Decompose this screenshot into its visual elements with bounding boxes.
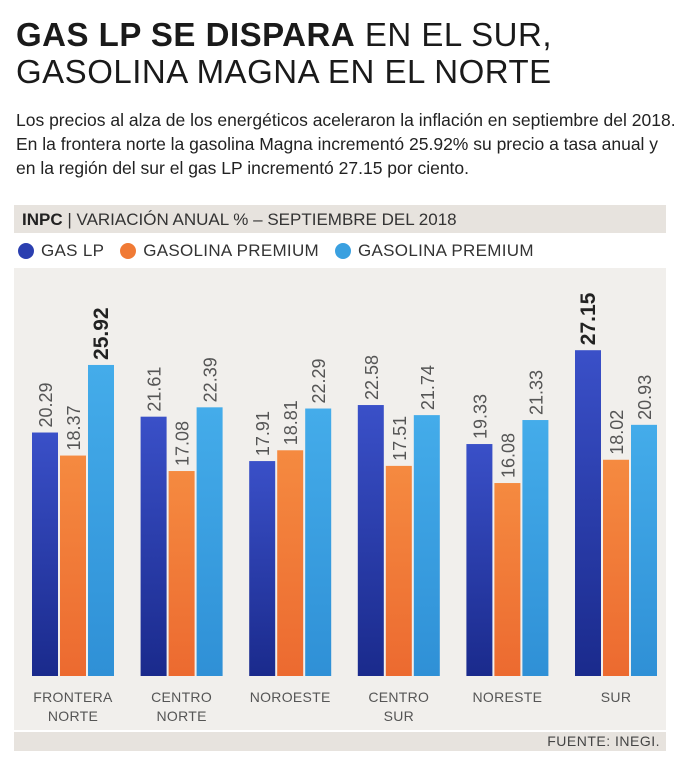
legend-item-premium-orange: GASOLINA PREMIUM bbox=[120, 241, 319, 261]
bar-2-0 bbox=[249, 461, 276, 676]
bar-3-0 bbox=[357, 405, 384, 676]
category-label-3-1: SUR bbox=[384, 708, 414, 724]
value-label-1-1: 17.08 bbox=[173, 421, 193, 466]
category-label-0-0: FRONTERA bbox=[33, 689, 113, 705]
value-label-1-2: 22.39 bbox=[201, 357, 221, 402]
category-label-5-0: SUR bbox=[601, 689, 631, 705]
bar-3-2 bbox=[413, 415, 440, 676]
bar-2-1 bbox=[277, 450, 304, 676]
bar-3-1 bbox=[385, 465, 412, 676]
subtitle-description: | VARIACIÓN ANUAL % – SEPTIEMBRE DEL 201… bbox=[62, 210, 457, 229]
value-label-0-0: 20.29 bbox=[36, 382, 56, 427]
bar-5-1 bbox=[603, 459, 629, 676]
intro-text: Los precios al alza de los energéticos a… bbox=[16, 110, 676, 178]
legend-swatch-gas-lp bbox=[18, 243, 34, 259]
category-label-4-0: NORESTE bbox=[473, 689, 543, 705]
legend-item-premium-blue: GASOLINA PREMIUM bbox=[335, 241, 534, 261]
bar-4-1 bbox=[494, 483, 521, 676]
legend-swatch-premium-blue bbox=[335, 243, 351, 259]
subtitle-bar: INPC | VARIACIÓN ANUAL % – SEPTIEMBRE DE… bbox=[14, 205, 666, 233]
value-label-0-2: 25.92 bbox=[90, 307, 113, 360]
bar-0-1 bbox=[60, 455, 86, 676]
bar-1-0 bbox=[140, 416, 167, 676]
legend-label-gas-lp: GAS LP bbox=[41, 241, 105, 260]
bar-2-2 bbox=[305, 408, 332, 676]
title-line-2: GASOLINA MAGNA EN EL NORTE bbox=[16, 53, 552, 90]
bar-0-2 bbox=[88, 364, 114, 676]
legend-label-premium-orange: GASOLINA PREMIUM bbox=[143, 241, 319, 260]
legend-label-premium-blue: GASOLINA PREMIUM bbox=[358, 241, 534, 260]
value-label-4-1: 16.08 bbox=[498, 433, 518, 478]
value-label-3-1: 17.51 bbox=[390, 416, 410, 461]
category-label-2-0: NOROESTE bbox=[250, 689, 331, 705]
value-label-5-2: 20.93 bbox=[635, 375, 655, 420]
value-label-4-0: 19.33 bbox=[470, 394, 490, 439]
category-label-1-0: CENTRO bbox=[151, 689, 212, 705]
value-label-0-1: 18.37 bbox=[64, 406, 84, 451]
value-label-2-0: 17.91 bbox=[253, 411, 273, 456]
legend-item-gas-lp: GAS LP bbox=[18, 241, 104, 261]
value-label-2-1: 18.81 bbox=[281, 400, 301, 445]
value-label-1-0: 21.61 bbox=[145, 367, 165, 412]
title-light: EN EL SUR, bbox=[355, 16, 553, 53]
page-title: GAS LP SE DISPARA EN EL SUR, GASOLINA MAG… bbox=[16, 16, 676, 90]
value-label-3-0: 22.58 bbox=[362, 355, 382, 400]
bar-5-2 bbox=[631, 424, 657, 676]
category-label-3-0: CENTRO bbox=[368, 689, 429, 705]
value-label-4-2: 21.33 bbox=[526, 370, 546, 415]
category-label-0-1: NORTE bbox=[48, 708, 98, 724]
bar-4-0 bbox=[466, 444, 493, 676]
chart-subtitle: INPC | VARIACIÓN ANUAL % – SEPTIEMBRE DE… bbox=[22, 210, 457, 230]
subtitle-index: INPC bbox=[22, 210, 63, 229]
bar-4-2 bbox=[522, 420, 549, 676]
bar-1-1 bbox=[168, 471, 195, 676]
chart-legend: GAS LP GASOLINA PREMIUM GASOLINA PREMIUM bbox=[18, 238, 550, 264]
value-label-3-2: 21.74 bbox=[418, 365, 438, 410]
value-label-5-1: 18.02 bbox=[607, 410, 627, 455]
legend-swatch-premium-orange bbox=[120, 243, 137, 259]
value-label-5-0: 27.15 bbox=[577, 292, 600, 345]
category-label-1-1: NORTE bbox=[156, 708, 206, 724]
bar-1-2 bbox=[196, 407, 223, 676]
title-bold: GAS LP SE DISPARA bbox=[16, 16, 356, 53]
footer-bar: FUENTE: INEGI. bbox=[14, 732, 666, 751]
source-credit: FUENTE: INEGI. bbox=[547, 733, 660, 749]
bar-5-0 bbox=[575, 350, 601, 676]
value-label-2-2: 22.29 bbox=[309, 358, 329, 403]
bar-0-0 bbox=[32, 432, 58, 676]
chart-panel bbox=[14, 268, 666, 730]
